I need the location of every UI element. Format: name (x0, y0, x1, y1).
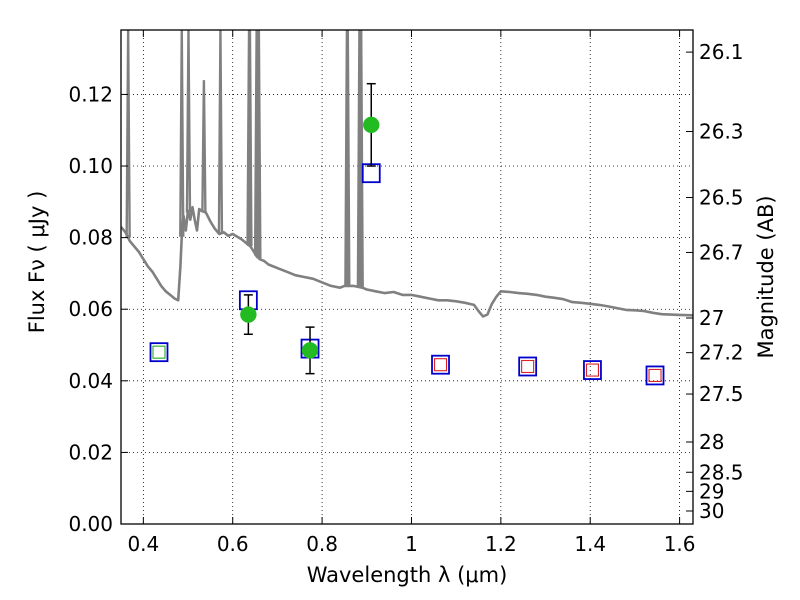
emission-line-spike (179, 30, 185, 237)
y2-tick-label: 26.1 (699, 40, 744, 64)
emission-line-spike (358, 30, 364, 288)
emission-line-spike (185, 30, 192, 213)
model-band-flux-layer (149, 163, 665, 386)
emission-line-spike (125, 30, 131, 238)
y2-tick-label: 28.5 (699, 460, 744, 484)
x-tick-label: 0.6 (217, 532, 249, 556)
model-band-flux-box (518, 356, 538, 377)
x-tick-label: 1.6 (664, 532, 696, 556)
emission-line-spike (247, 30, 253, 247)
y2-tick-label: 30 (699, 499, 724, 523)
y-tick-label: 0.04 (68, 369, 113, 393)
y2-tick-label: 27 (699, 306, 724, 330)
inner-band-box (521, 359, 535, 374)
inner-band-box (648, 368, 662, 382)
y-axis-label: Flux Fν ( μJy ) (25, 191, 49, 334)
observed-flux-point (240, 306, 257, 323)
model-band-flux-box (431, 354, 450, 375)
emission-line-spike (256, 30, 262, 259)
y-tick-label: 0.08 (68, 226, 113, 250)
y-tick-label: 0.00 (68, 512, 113, 536)
y-tick-label: 0.10 (68, 154, 113, 178)
x-tick-label: 0.4 (127, 532, 159, 556)
y2-tick-label: 27.5 (699, 382, 744, 406)
model-band-flux-box (583, 360, 602, 380)
inner-band-box (585, 363, 600, 377)
model-band-flux-box (149, 342, 169, 363)
y2-axis-label: Magnitude (AB) (754, 195, 778, 358)
y2-tick-label: 26.7 (699, 240, 744, 264)
ticks: 0.4 0.6 0.8 1 1.2 1.4 1.6 0.00 0.02 0.04 0.06 0.08 0… (68, 30, 744, 556)
x-tick-label: 0.8 (306, 532, 338, 556)
emission-line-spike (345, 30, 351, 286)
observed-flux-point (363, 116, 380, 134)
model-spectrum-layer (121, 30, 693, 318)
x-tick-label: 1 (405, 532, 418, 556)
x-axis-label: Wavelength λ (μm) (307, 563, 508, 587)
model-spectrum-line (121, 205, 693, 318)
y2-tick-label: 29 (699, 479, 724, 503)
model-band-flux-box (645, 365, 665, 386)
plot-frame (120, 29, 694, 525)
y-tick-label: 0.12 (68, 82, 113, 106)
inner-band-box (152, 345, 166, 359)
x-tick-label: 1.4 (574, 532, 606, 556)
emission-line-spike (201, 80, 207, 212)
x-tick-label: 1.2 (485, 532, 517, 556)
observed-flux-point (301, 342, 319, 359)
y-tick-label: 0.06 (68, 297, 113, 321)
y2-tick-label: 27.2 (699, 341, 744, 365)
y2-tick-label: 28 (699, 430, 724, 454)
observed-flux-layer (240, 82, 380, 375)
y-tick-label: 0.02 (68, 440, 113, 464)
y2-tick-label: 26.3 (699, 119, 744, 143)
emission-line-spike (217, 30, 224, 234)
y2-tick-label: 26.5 (699, 186, 744, 210)
inner-band-box (433, 358, 448, 372)
